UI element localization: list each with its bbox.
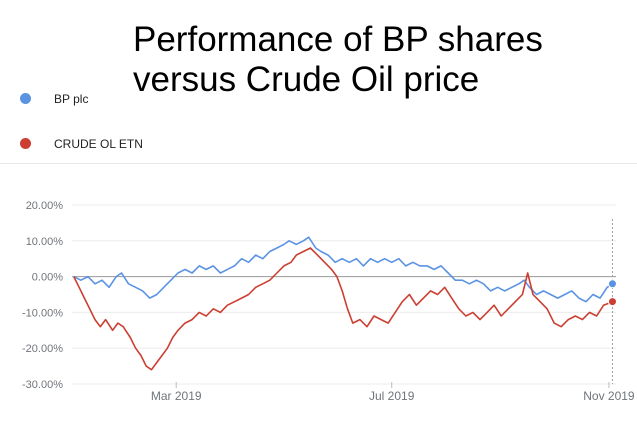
series-end-marker-crude (607, 297, 617, 307)
legend-dot-crude-icon (20, 138, 31, 149)
legend-dot-bp-icon (20, 93, 31, 104)
chart-panel: 20.00% 10.00% 0.00% -10.00% -20.00% -30.00% Ma… (0, 163, 637, 430)
series-line-crude (73, 247, 613, 371)
y-tick-label: 10.00% (26, 236, 64, 248)
x-tick-label: Mar 2019 (151, 389, 202, 403)
chart-title-line-2: versus Crude Oil price (133, 60, 480, 99)
chart-title: Performance of BP shares versus Crude Oi… (133, 20, 543, 100)
y-tick-label: -20.00% (22, 343, 63, 355)
chart-title-line-1: Performance of BP shares (133, 20, 543, 59)
y-tick-label: -30.00% (22, 379, 63, 391)
y-tick-label: 20.00% (26, 200, 64, 212)
legend-label-bp: BP plc (54, 92, 89, 106)
legend-label-crude: CRUDE OL ETN (54, 137, 143, 151)
y-tick-label: 0.00% (32, 272, 63, 284)
series-end-marker-bp (607, 279, 617, 289)
series-line-bp (73, 236, 613, 303)
line-chart[interactable]: 20.00% 10.00% 0.00% -10.00% -20.00% -30.00% Ma… (0, 164, 637, 431)
x-tick-label: Jul 2019 (369, 389, 415, 403)
x-tick-label: Nov 2019 (583, 389, 635, 403)
y-tick-label: -10.00% (22, 307, 63, 319)
